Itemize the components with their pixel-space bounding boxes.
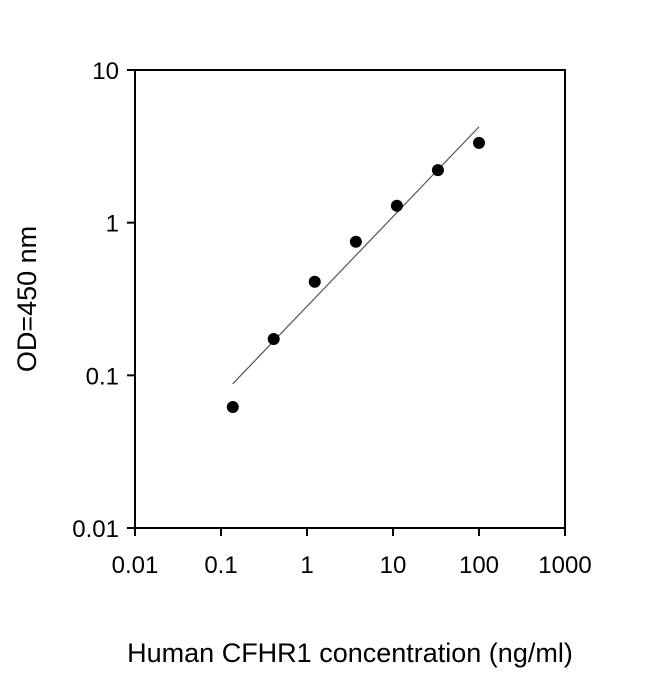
data-point — [267, 332, 280, 345]
x-tick-label: 0.1 — [204, 552, 237, 579]
data-point — [226, 401, 239, 414]
x-tick-label: 1 — [300, 552, 313, 579]
y-tick-label: 0.01 — [72, 516, 119, 543]
y-axis-label: OD=450 nm — [12, 226, 42, 372]
x-axis-label: Human CFHR1 concentration (ng/ml) — [127, 638, 573, 668]
x-tick-label: 10 — [380, 552, 407, 579]
x-tick-label: 100 — [459, 552, 499, 579]
data-point — [431, 164, 444, 177]
data-point — [473, 136, 485, 149]
data-point — [308, 275, 321, 288]
plot-frame — [134, 69, 566, 529]
y-tick-label: 1 — [106, 211, 119, 238]
x-tick-label: 1000 — [538, 552, 591, 579]
data-point — [390, 199, 403, 212]
data-point — [349, 235, 362, 248]
fit-line — [232, 126, 480, 385]
x-tick-label: 0.01 — [112, 552, 159, 579]
y-tick-label: 0.1 — [86, 363, 119, 390]
y-tick-label: 10 — [92, 58, 119, 85]
